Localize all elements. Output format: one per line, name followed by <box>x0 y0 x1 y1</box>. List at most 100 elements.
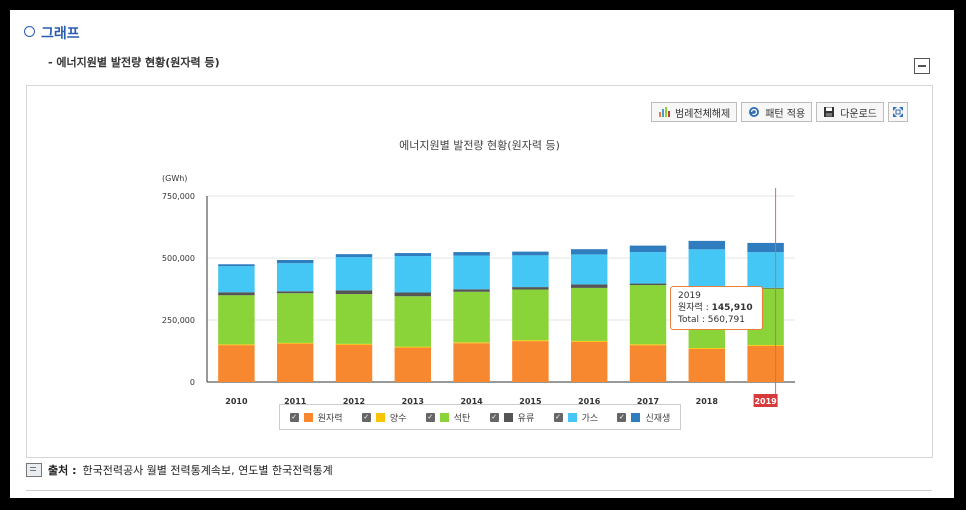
bar-segment <box>629 344 667 346</box>
bar-segment <box>512 289 549 341</box>
section-title: 그래프 <box>24 23 80 43</box>
bar-segment <box>453 255 490 290</box>
chart-toolbar: 범례전체해제 패턴 적용 다운로드 <box>651 102 908 122</box>
legend-label: 원자력 <box>317 413 343 424</box>
refresh-icon <box>749 107 760 117</box>
tooltip-total-row: Total : 560,791 <box>678 314 755 326</box>
bar-segment <box>688 240 726 250</box>
bar-segment <box>394 292 432 297</box>
legend-label: 유류 <box>517 413 535 424</box>
bar-segment <box>629 245 667 253</box>
bar-segment <box>512 251 549 256</box>
tooltip-year: 2019 <box>678 291 701 301</box>
chart-title: 에너지원별 발전량 현황(원자력 등) <box>399 139 560 152</box>
legend-swatch <box>567 412 577 422</box>
download-button[interactable]: 다운로드 <box>816 102 884 122</box>
bar-segment <box>570 284 608 288</box>
bar-segment <box>276 342 314 344</box>
bar-segment <box>629 252 667 284</box>
bar-segment <box>218 264 255 267</box>
legend-all-off-label: 범례전체해제 <box>675 108 731 120</box>
checkbox-icon[interactable]: ✓ <box>361 412 371 422</box>
x-tick-label: 2014 <box>460 397 483 406</box>
bar-segment <box>453 342 490 344</box>
legend-item[interactable]: ✓ 원자력 <box>289 411 343 424</box>
bar-segment <box>218 295 255 345</box>
tooltip-series-row: 원자력 : 145,910 <box>678 302 755 314</box>
bar-segment <box>629 285 667 345</box>
source-note: 출처 : 한국전력공사 월별 전력통계속보, 연도별 한국전력통계 <box>26 462 333 478</box>
bar-segment <box>276 259 314 264</box>
bar-segment <box>570 254 608 285</box>
checkbox-icon[interactable]: ✓ <box>553 412 563 422</box>
bar-segment <box>747 242 784 253</box>
legend-item[interactable]: ✓ 유류 <box>489 411 535 424</box>
x-tick-label: 2018 <box>696 397 719 406</box>
checkbox-icon[interactable]: ✓ <box>617 412 627 422</box>
stacked-bar-chart: 0 250,000 500,000 750,000 (GWh) 2010 2011 2012 2… <box>162 174 795 407</box>
bar-segment <box>747 252 784 288</box>
bar-segment <box>394 253 432 257</box>
legend-swatch <box>631 412 641 422</box>
bar-segment <box>570 287 608 341</box>
legend-all-off-button[interactable]: 범례전체해제 <box>651 102 738 122</box>
bar-segment <box>276 343 314 382</box>
bar-segment <box>335 254 373 258</box>
apply-pattern-button[interactable]: 패턴 적용 <box>741 102 813 122</box>
bar-segment <box>394 347 432 382</box>
y-tick-label: 0 <box>190 378 195 387</box>
bar-segment <box>335 294 373 344</box>
bar-segment <box>629 283 667 286</box>
tooltip-series-value: 145,910 <box>711 303 753 313</box>
x-tick-label: 2010 <box>225 397 248 406</box>
legend-item[interactable]: ✓ 석탄 <box>425 411 471 424</box>
fullscreen-button[interactable] <box>888 102 908 122</box>
bar-segment <box>747 287 784 289</box>
bar-segment <box>512 340 549 342</box>
checkbox-icon[interactable]: ✓ <box>289 412 299 422</box>
legend-label: 석탄 <box>453 413 471 424</box>
bar-chart-icon <box>659 107 670 117</box>
document-icon <box>26 463 42 477</box>
bar-segment <box>570 341 608 382</box>
bar-segment <box>453 343 490 382</box>
bar-segment <box>570 340 608 342</box>
bar-segment <box>394 296 432 347</box>
download-label: 다운로드 <box>840 108 877 120</box>
bar-segment <box>688 348 726 382</box>
bar-segment <box>218 344 255 346</box>
y-tick-label: 500,000 <box>162 254 195 263</box>
bar-segment <box>335 257 373 291</box>
source-text: 한국전력공사 월별 전력통계속보, 연도별 한국전력통계 <box>82 464 333 477</box>
bar-segment <box>394 256 432 293</box>
circle-bullet-icon <box>24 26 35 37</box>
legend-swatch <box>303 412 313 422</box>
legend-item[interactable]: ✓ 가스 <box>553 411 598 424</box>
section-subtitle: - 에너지원별 발전량 현황(원자력 등) <box>48 56 220 69</box>
source-label: 출처 : <box>48 464 77 477</box>
y-tick-label: 750,000 <box>162 192 195 201</box>
checkbox-icon[interactable]: ✓ <box>489 412 499 422</box>
chart-tooltip: 2019 원자력 : 145,910 Total : 560,791 <box>670 286 763 330</box>
page-frame: 그래프 - 에너지원별 발전량 현황(원자력 등) 범례전체해제 패턴 적용 <box>10 10 954 498</box>
bar-segment <box>747 345 784 382</box>
tooltip-total-label: Total : <box>678 315 708 325</box>
legend-item[interactable]: ✓ 신재생 <box>617 411 670 424</box>
expand-icon <box>893 107 903 117</box>
legend-label: 신재생 <box>645 413 671 424</box>
bar-segment <box>453 291 490 343</box>
bar-segment <box>276 263 314 292</box>
bar-segment <box>218 292 255 296</box>
bar-segment <box>688 249 726 288</box>
bar-segment <box>747 344 784 346</box>
legend-swatch <box>503 412 513 422</box>
bar-segment <box>276 291 314 294</box>
chart-legend: ✓ 원자력 ✓ 양수 ✓ 석탄 ✓ 유류 ✓ 가스 ✓ 신재생 <box>279 404 681 430</box>
collapse-button[interactable] <box>914 58 930 74</box>
checkbox-icon[interactable]: ✓ <box>425 412 435 422</box>
x-tick-label: 2016 <box>578 397 601 406</box>
x-tick-label: 2019 <box>754 397 777 406</box>
bar-segment <box>453 252 490 256</box>
bar-segment <box>276 293 314 343</box>
legend-item[interactable]: ✓ 양수 <box>361 411 406 424</box>
